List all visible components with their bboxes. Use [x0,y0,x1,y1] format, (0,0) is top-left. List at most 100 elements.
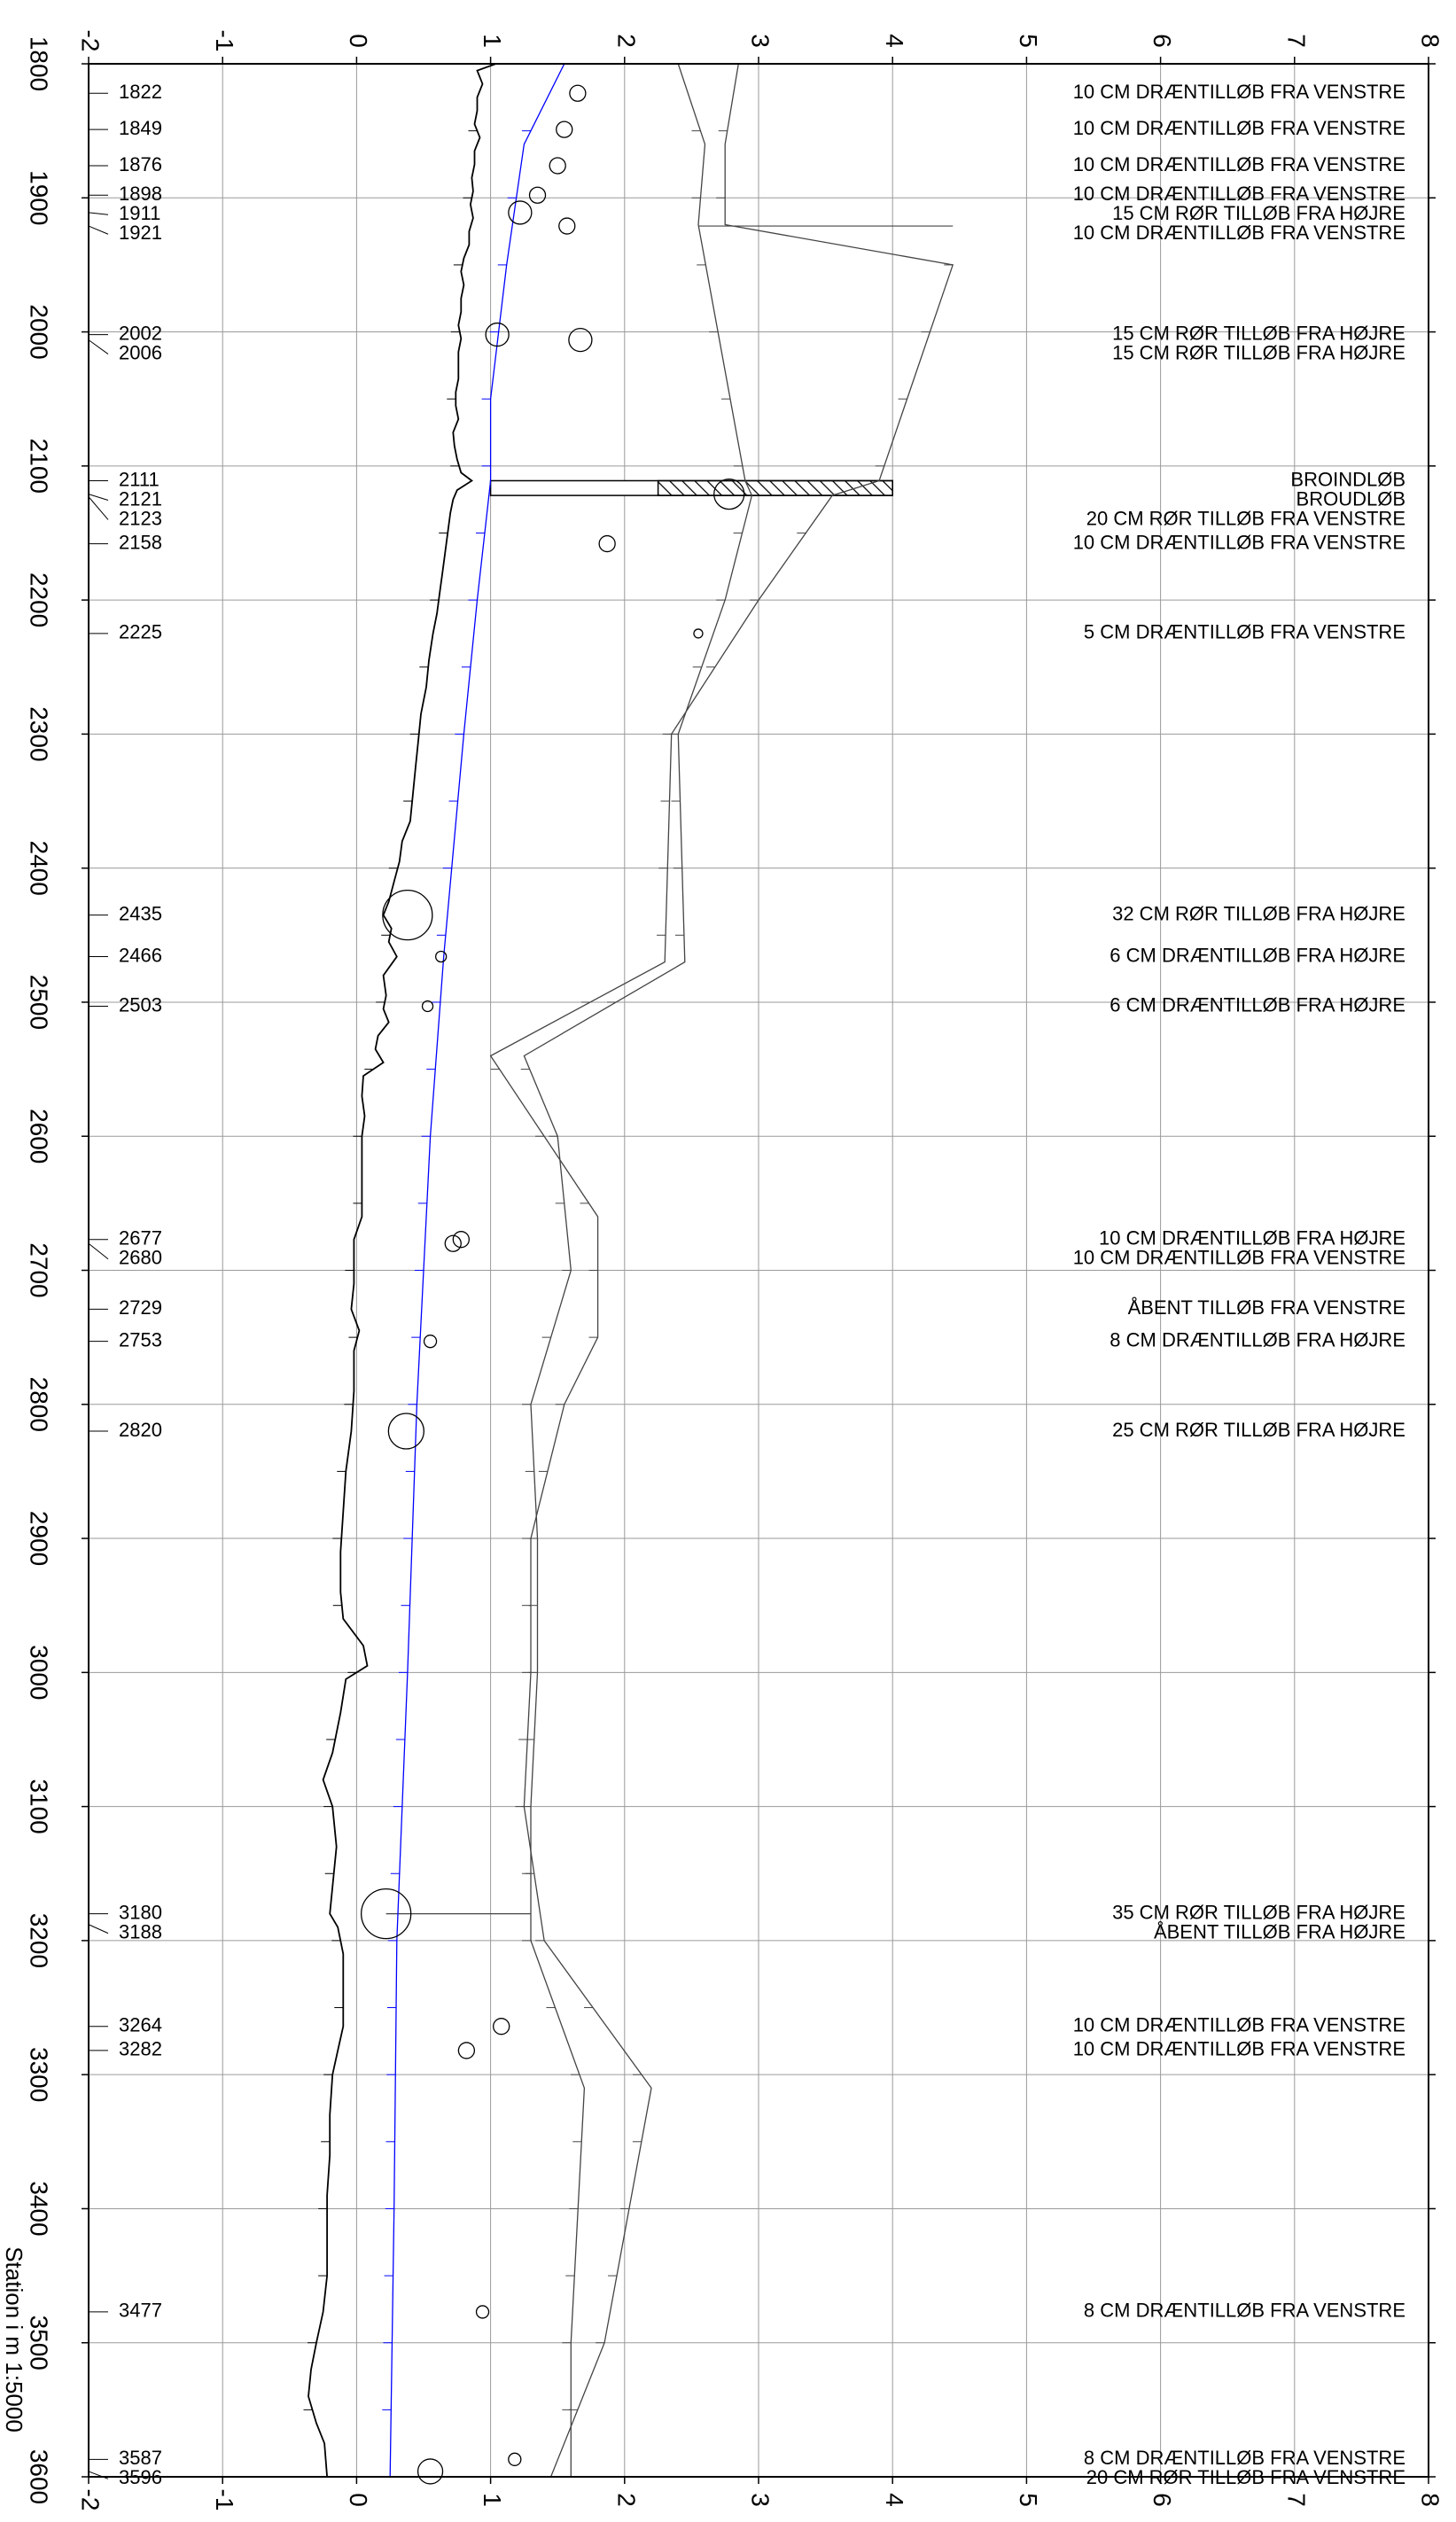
series-lines [303,63,954,2478]
marker-circle [435,950,448,963]
marker-circle [493,2018,510,2036]
station-label: 1822 [119,81,162,103]
value-tick-label: -1 [211,30,238,52]
station-label: 3180 [119,1901,162,1923]
marker-description: 8 CM DRÆNTILLØB FRA VENSTRE [1084,2447,1405,2469]
marker-description: 10 CM DRÆNTILLØB FRA VENSTRE [1073,153,1405,175]
marker-circle [558,217,576,235]
station-label: 1911 [119,202,160,224]
station-label: 2002 [119,322,162,344]
marker-description: 35 CM RØR TILLØB FRA HØJRE [1112,1901,1405,1923]
station-label: 2503 [119,993,162,1016]
station-tick-label: 2500 [26,975,53,1030]
station-tick-label: 3500 [26,2316,53,2370]
station-label: 3477 [119,2300,162,2322]
marker-circle [568,327,593,353]
value-tick-label: 5 [1015,34,1042,48]
station-tick-label: 2800 [26,1377,53,1432]
marker-description: 15 CM RØR TILLØB FRA HØJRE [1112,322,1405,344]
station-tick-label: 2200 [26,572,53,627]
markers [361,84,745,2485]
value-tick-label: 5 [1015,2493,1042,2507]
marker-description: 5 CM DRÆNTILLØB FRA VENSTRE [1084,621,1405,643]
station-label-leader [88,494,109,501]
series-line-4 [489,63,954,2478]
value-tick-label: -1 [211,2489,238,2511]
station-label: 1921 [119,222,162,244]
marker-description: 10 CM DRÆNTILLØB FRA VENSTRE [1073,183,1405,205]
station-label: 1849 [119,117,162,139]
marker-circle [421,1000,434,1013]
station-tick-label: 3300 [26,2047,53,2102]
station-label: 2123 [119,507,162,529]
bridge-hatch [657,479,893,496]
value-tick-label: 7 [1282,34,1310,48]
marker-description: 8 CM DRÆNTILLØB FRA VENSTRE [1084,2300,1405,2322]
marker-description: ÅBENT TILLØB FRA HØJRE [1154,1920,1405,1942]
marker-circle [598,534,616,553]
station-label-leader [88,2471,109,2479]
marker-description: 6 CM DRÆNTILLØB FRA HØJRE [1110,993,1405,1016]
station-tick-label: 2000 [26,304,53,359]
grid [88,63,1429,2478]
station-label: 3188 [119,1920,162,1942]
station-label: 2225 [119,621,162,643]
station-label-leader [88,496,109,520]
station-tick-label: 1900 [26,170,53,225]
station-tick-label: 1800 [26,36,53,91]
station-label: 1898 [119,183,162,205]
value-tick-label: -2 [77,30,105,52]
marker-circle [452,1231,470,1249]
marker-circle [475,2305,490,2319]
station-tick-label: 3600 [26,2449,53,2504]
value-tick-label: 1 [479,2493,506,2507]
marker-description: 6 CM DRÆNTILLØB FRA HØJRE [1110,944,1405,966]
marker-description: 15 CM RØR TILLØB FRA HØJRE [1112,341,1405,363]
station-tick-label: 2700 [26,1242,53,1297]
marker-description: 8 CM DRÆNTILLØB FRA HØJRE [1110,1328,1405,1351]
station-label: 1876 [119,153,162,175]
station-tick-label: 3200 [26,1913,53,1968]
value-tick-label: 8 [1417,34,1444,48]
marker-circle [361,1888,412,1940]
marker-circle [444,1234,462,1252]
marker-description: ÅBENT TILLØB FRA VENSTRE [1128,1296,1405,1319]
station-tick-label: 3400 [26,2181,53,2236]
marker-description: 10 CM DRÆNTILLØB FRA VENSTRE [1073,1247,1405,1269]
station-label-leader [88,1242,109,1260]
station-tick-label: 3100 [26,1779,53,1833]
marker-circle [485,322,510,347]
station-label: 3264 [119,2014,162,2036]
marker-circle [693,628,704,639]
marker-circle [387,1413,424,1450]
station-tick-label: 2300 [26,706,53,761]
station-label: 2435 [119,902,162,924]
station-tick-label: 2400 [26,841,53,896]
marker-description: 15 CM RØR TILLØB FRA HØJRE [1112,202,1405,224]
station-tick-label: 2900 [26,1511,53,1566]
station-label: 2680 [119,1247,162,1269]
marker-circle [508,200,533,225]
station-label-leader [88,339,109,354]
station-label: 2006 [119,341,162,363]
value-tick-label: 1 [479,34,506,48]
value-tick-label: 6 [1148,34,1176,48]
marker-description: 10 CM DRÆNTILLØB FRA VENSTRE [1073,117,1405,139]
marker-description: 10 CM DRÆNTILLØB FRA HØJRE [1099,1227,1405,1249]
marker-description: 32 CM RØR TILLØB FRA HØJRE [1112,902,1405,924]
series-line-1 [308,63,496,2478]
station-tick-label: 2100 [26,439,53,494]
series-line-2 [389,63,565,2478]
station-label: 2753 [119,1328,162,1351]
value-tick-label: 6 [1148,2493,1176,2507]
marker-description: 10 CM DRÆNTILLØB FRA VENSTRE [1073,81,1405,103]
value-tick-label: 3 [747,2493,775,2507]
marker-circle [569,84,587,102]
station-label: 2820 [119,1419,162,1441]
marker-description: 20 CM RØR TILLØB FRA VENSTRE [1086,507,1405,529]
marker-circle [382,889,433,941]
value-tick-label: 0 [345,34,372,48]
